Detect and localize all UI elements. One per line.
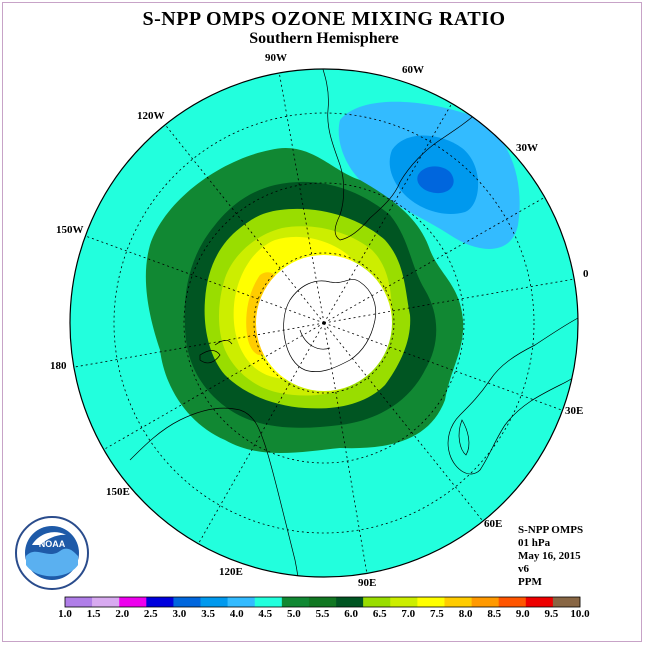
coastline-south-america [319, 69, 486, 241]
ozone-blue-region-dark [417, 166, 454, 194]
meridian-90w [277, 69, 325, 324]
colorbar-tick-label: 9.5 [544, 608, 559, 620]
colorbar-tick-label: 1.5 [86, 608, 101, 620]
longitude-label-150w: 150W [56, 224, 84, 236]
meridian-150w [79, 233, 325, 324]
colorbar-tick-label: 2.5 [143, 608, 158, 620]
latitude-circle-inner [253, 252, 395, 394]
longitude-label-60w: 60W [402, 64, 424, 76]
longitude-label-30e: 30E [565, 405, 584, 417]
meridian-60e [323, 322, 487, 526]
colorbar-tick-label: 5.0 [287, 608, 301, 620]
colorbar [64, 596, 581, 608]
graticule [70, 69, 578, 577]
colorbar-swatch [390, 597, 418, 607]
map-fields [70, 69, 578, 577]
colorbar-swatch [146, 597, 174, 607]
coastline-australia [129, 407, 301, 577]
map-border [69, 68, 579, 578]
info-units: PPM [518, 576, 542, 588]
colorbar-swatch [281, 597, 310, 607]
coastline-antarctica [283, 279, 377, 373]
coastline-new-zealand [199, 340, 233, 364]
longitude-label-30w: 30W [516, 142, 538, 154]
colorbar-tick-label: 1.0 [58, 608, 72, 620]
latitude-circle-mid [183, 182, 465, 464]
longitude-label-60e: 60E [484, 518, 503, 530]
colorbar-tick-label: 7.5 [430, 608, 444, 620]
colorbar-swatch [227, 597, 256, 607]
colorbar-tick-label: 4.0 [229, 608, 244, 620]
colorbar-tick-label: 7.0 [401, 608, 416, 620]
image-frame [2, 2, 642, 642]
colorbar-swatch [471, 597, 499, 607]
info-version: v6 [518, 563, 529, 575]
colorbar-swatch [444, 597, 472, 607]
coastline-africa [447, 317, 578, 475]
colorbar-swatch [173, 597, 201, 607]
colorbar-swatch [308, 597, 337, 607]
colorbar-tick-label: 5.5 [315, 608, 330, 620]
colorbar-swatch [119, 597, 147, 607]
colorbar-tick-label: 4.5 [258, 608, 273, 620]
colorbar-swatch [417, 597, 445, 607]
colorbar-swatch [336, 597, 364, 607]
colorbar-swatch [65, 597, 93, 607]
longitude-label-90e: 90E [358, 577, 377, 589]
longitude-label-120w: 120W [137, 110, 165, 122]
meridian-120e [195, 322, 325, 549]
colorbar-labels: 1.0 1.5 2.0 2.5 3.0 3.5 4.0 4.5 5.0 5.5 6.0 6.5 7.0 7… [0, 608, 648, 622]
colorbar-tick-label: 9.0 [515, 608, 530, 620]
colorbar-swatch [498, 597, 527, 607]
info-date: May 16, 2015 [518, 550, 581, 562]
colorbar-tick-label: 8.0 [458, 608, 473, 620]
longitude-label-180: 180 [50, 360, 67, 372]
colorbar-frame [64, 596, 581, 608]
page-title: S-NPP OMPS OZONE MIXING RATIO [142, 8, 506, 30]
meridian-90e [323, 322, 369, 577]
coastlines [129, 69, 578, 577]
colorbar-swatch [254, 597, 283, 607]
meridian-0 [323, 277, 578, 324]
colorbar-swatch [363, 597, 391, 607]
colorbar-tick-label: 6.5 [372, 608, 387, 620]
meridian-30e [323, 322, 568, 413]
meridian-60w [323, 97, 456, 324]
noaa-logo [15, 516, 89, 590]
longitude-label-120e: 120E [219, 566, 243, 578]
longitude-label-0: 0 [583, 268, 589, 280]
colorbar-swatch [92, 597, 120, 607]
info-instrument: S-NPP OMPS [518, 524, 584, 536]
south-pole-marker [322, 321, 326, 325]
colorbar-swatch [552, 597, 581, 607]
colorbar-tick-label: 3.0 [172, 608, 187, 620]
colorbar-tick-label: 6.0 [344, 608, 358, 620]
colorbar-swatch [525, 597, 554, 607]
noaa-logo-text: NOAA [39, 539, 66, 549]
longitude-label-90w: 90W [265, 52, 287, 64]
latitude-circle-outer [113, 112, 535, 534]
meridian-180 [70, 322, 325, 369]
colorbar-tick-label: 2.0 [115, 608, 130, 620]
colorbar-tick-label: 8.5 [487, 608, 502, 620]
colorbar-tick-label: 3.5 [201, 608, 215, 620]
product-info: S-NPP OMPS 01 hPa May 16, 2015 v6 PPM [518, 524, 583, 589]
coastline-madagascar [458, 419, 470, 456]
longitude-label-150e: 150E [106, 486, 130, 498]
colorbar-tick-label: 10.0 [570, 608, 590, 620]
colorbar-swatch [200, 597, 228, 607]
info-level: 01 hPa [518, 537, 551, 549]
page-subtitle: Southern Hemisphere [249, 30, 399, 47]
